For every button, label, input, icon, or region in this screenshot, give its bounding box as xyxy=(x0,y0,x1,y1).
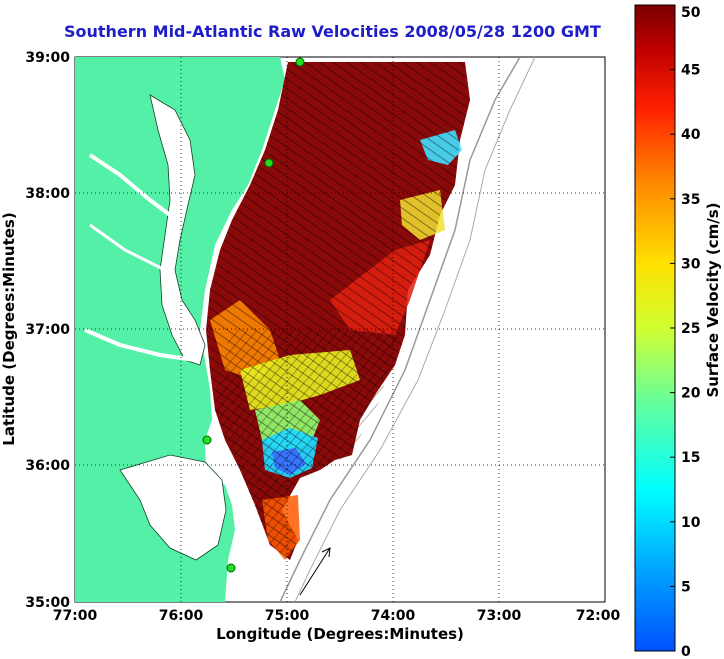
station-marker xyxy=(264,158,274,168)
y-tick-label: 36:00 xyxy=(25,458,70,474)
colorbar-ticks: 0 5 10 15 20 25 30 35 40 45 50 xyxy=(670,4,701,659)
x-tick-label: 72:00 xyxy=(576,608,621,624)
colorbar-tick-label: 15 xyxy=(681,450,700,466)
y-tick-label: 37:00 xyxy=(25,322,70,338)
x-tick-label: 76:00 xyxy=(159,608,204,624)
y-tick-label: 38:00 xyxy=(25,186,70,202)
map-title: Southern Mid-Atlantic Raw Velocities 200… xyxy=(64,22,601,41)
river-potomac xyxy=(88,153,172,217)
x-tick-label: 74:00 xyxy=(371,608,416,624)
x-tick-label: 73:00 xyxy=(477,608,522,624)
x-tick-label: 77:00 xyxy=(53,608,98,624)
y-tick-label: 39:00 xyxy=(25,50,70,66)
river-rappahannock xyxy=(89,223,166,272)
bathymetry-contour-2 xyxy=(294,57,536,602)
chesapeake-bay xyxy=(149,94,206,366)
velocity-arrows-south xyxy=(215,330,400,560)
colorbar-gradient xyxy=(634,4,676,652)
plot-area xyxy=(74,56,606,603)
station-marker xyxy=(202,435,212,445)
station-marker xyxy=(295,57,305,67)
reference-vector xyxy=(299,547,331,596)
reference-vector-head xyxy=(321,547,331,558)
colorbar-tick-label: 50 xyxy=(681,5,701,21)
colorbar-tick-label: 40 xyxy=(681,127,701,143)
x-axis: 77:00 76:00 75:00 74:00 73:00 72:00 Long… xyxy=(53,608,621,643)
colorbar-label: Surface Velocity (cm/s) xyxy=(704,202,722,397)
x-axis-label: Longitude (Degrees:Minutes) xyxy=(216,625,464,643)
y-tick-label: 35:00 xyxy=(25,595,70,611)
pamlico-sound xyxy=(119,454,227,561)
river-james xyxy=(84,328,196,362)
colorbar-tick-label: 25 xyxy=(681,321,700,337)
colorbar-tick-label: 0 xyxy=(681,644,691,659)
y-axis: 39:00 38:00 37:00 36:00 35:00 Latitude (… xyxy=(0,50,70,611)
colorbar-tick-label: 5 xyxy=(681,579,691,595)
colorbar-tick-label: 10 xyxy=(681,515,701,531)
x-tick-label: 75:00 xyxy=(265,608,310,624)
colorbar-tick-label: 20 xyxy=(681,386,701,402)
bathymetry-contour-1 xyxy=(279,57,521,602)
colorbar-tick-label: 45 xyxy=(681,63,700,79)
colorbar-tick-label: 35 xyxy=(681,192,700,208)
colorbar: 0 5 10 15 20 25 30 35 40 45 50 Surface Velocity (c… xyxy=(634,4,722,659)
station-marker xyxy=(226,563,236,573)
y-axis-label: Latitude (Degrees:Minutes) xyxy=(0,212,18,445)
grid xyxy=(75,57,605,602)
colorbar-tick-label: 30 xyxy=(681,256,701,272)
